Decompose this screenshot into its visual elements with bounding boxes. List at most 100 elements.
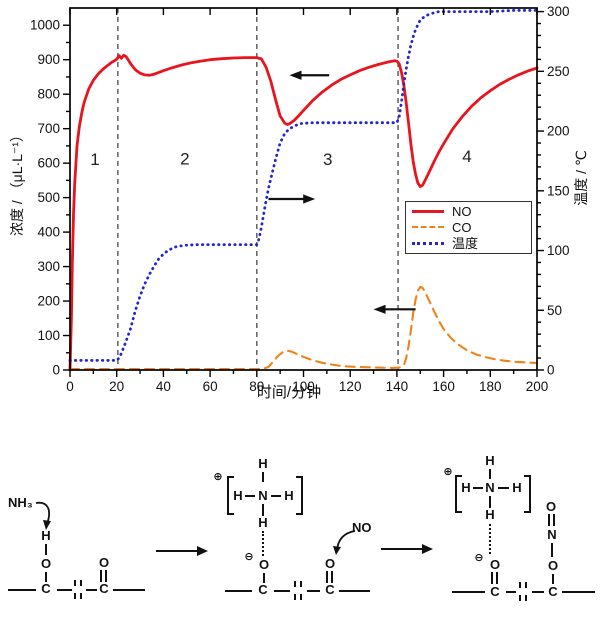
bond [532,591,544,593]
c-atom: C [258,582,268,597]
reaction-arrow-1 [156,546,208,556]
x-tick-label: 120 [339,379,362,394]
bracket-right [524,475,531,513]
minus-charge: ⊖ [474,552,484,564]
bond [452,591,485,593]
n-atom: N [258,488,268,503]
left-axis-title: 浓度 / （μL·L⁻¹） [9,127,25,237]
n-atom: N [547,527,557,542]
legend-item-co: CO [412,221,525,234]
h-atom: H [41,528,51,543]
bond [552,574,554,584]
legend-label-temp: 温度 [452,235,479,251]
h-atom: H [512,480,522,495]
x-tick-label: 200 [526,379,549,394]
y-left-tick-label: 600 [37,156,60,171]
x-tick-label: 20 [109,379,124,394]
c-atom: C [490,584,500,599]
y-left-tick-label: 500 [37,190,60,205]
x-tick-label: 0 [66,379,74,394]
reaction-arrow-2 [381,544,433,554]
bracket-right [296,476,303,515]
o-atom: O [98,555,110,570]
annotation-arrow-head [289,70,302,80]
double-bond [548,514,555,526]
x-tick-label: 160 [432,379,455,394]
legend-label-no: NO [452,204,472,220]
x-tick-label: 140 [386,379,409,394]
y-left-tick-label: 900 [37,52,60,67]
right-axis-title: 温度 / ℃ [573,150,589,206]
o-atom: O [40,556,52,571]
bond [262,472,264,482]
bond [262,504,264,516]
hydrogen-bond [262,531,264,556]
y-left-tick-label: 1000 [30,18,60,33]
plus-charge: ⊕ [443,466,453,478]
x-tick-label: 180 [479,379,502,394]
x-tick-label: 100 [292,379,315,394]
curved-arrow-nh3 [35,501,51,530]
h-atom: H [461,480,471,495]
bond [506,591,516,593]
region-label-4: 4 [462,147,471,166]
h-atom: H [258,515,268,530]
bond [45,544,47,555]
y-right-tick-label: 150 [547,183,570,198]
annotation-arrow-head [303,194,316,204]
double-bond [326,571,333,583]
chart: 1 2 3 4 0 20 40 60 80 100 120 140 160 180 200 0 100 200 30… [9,4,589,401]
y-left-tick-label: 200 [37,294,60,309]
h-atom: H [284,488,294,503]
y-left-tick-label: 700 [37,121,60,136]
n-atom: N [485,480,495,495]
lattice-break [74,580,82,599]
bond [245,495,255,497]
y-left-tick-label: 400 [37,225,60,240]
y-right-tick-label: 200 [547,124,570,139]
x-tick-label: 60 [203,379,218,394]
o-atom: O [545,499,557,514]
bond [45,572,47,582]
h-atom: H [485,453,495,468]
series-line-NO [68,53,539,372]
y-left-tick-label: 300 [37,259,60,274]
y-right-tick-label: 50 [547,303,562,318]
bond [339,590,370,592]
minus-charge: ⊖ [244,551,254,563]
y-right-tick-label: 0 [547,363,555,378]
x-axis-title: 时间/分钟 [256,384,322,401]
bond [225,590,252,592]
legend-label-co: CO [452,219,472,235]
curved-arrow-no [333,530,356,555]
x-tick-label: 40 [156,379,171,394]
region-label-3: 3 [323,150,332,169]
bond [8,589,36,591]
legend-line-sample-co [412,226,444,229]
series-line-温度 [68,8,539,362]
c-atom: C [325,582,335,597]
plot-frame [69,7,538,371]
legend-line-sample-temp [412,241,444,245]
bond [86,589,97,591]
o-atom: O [547,558,559,573]
bond [489,469,491,479]
h-atom: H [258,456,268,471]
y-left-tick-label: 800 [37,87,60,102]
lattice-break [294,581,302,600]
annotation-arrow-head [373,304,386,314]
y-right-tick-label: 300 [547,4,570,19]
plus-charge: ⊕ [213,471,223,483]
bond [271,495,281,497]
h-atom: H [233,488,243,503]
o-atom: O [489,557,501,572]
y-left-tick-label: 0 [52,363,60,378]
y-right-tick-label: 100 [547,243,570,258]
lattice-break [519,582,527,601]
bracket-left [455,475,462,513]
y-right-tick-label: 250 [547,64,570,79]
series-line-CO [68,285,539,371]
bond [551,543,553,557]
h-atom: H [485,507,495,522]
